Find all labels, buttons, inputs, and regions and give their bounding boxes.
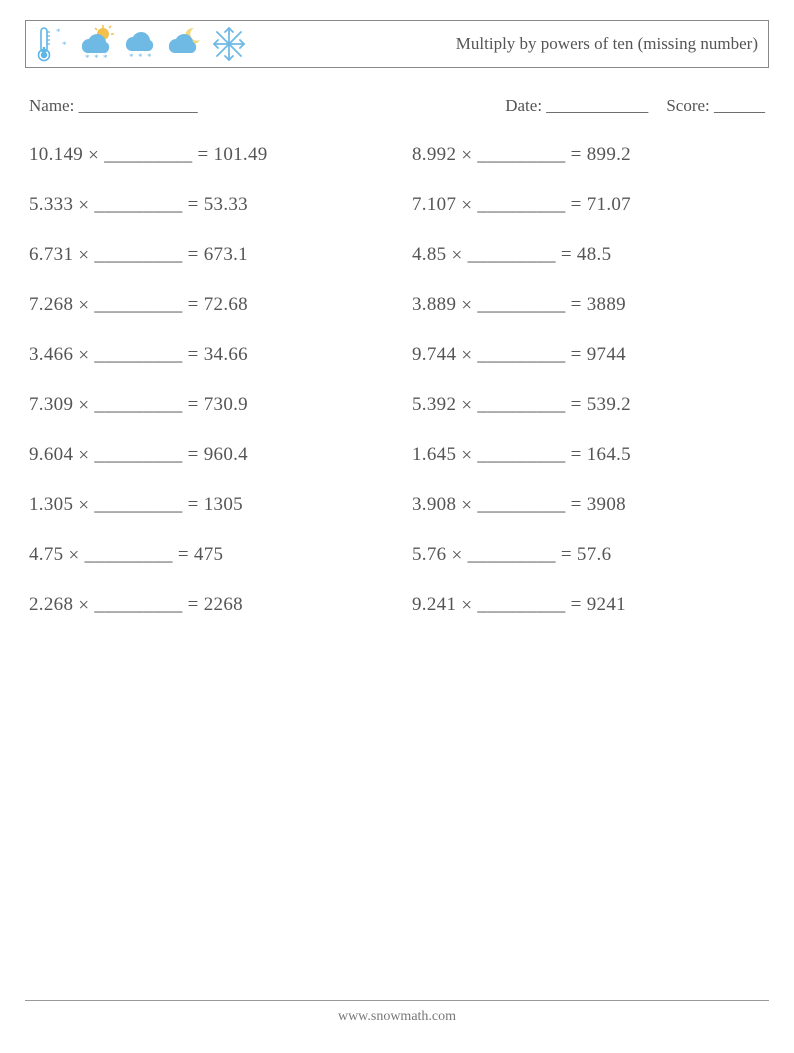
thermometer-icon: * * xyxy=(32,24,74,64)
svg-text:*: * xyxy=(129,52,134,62)
svg-text:*: * xyxy=(85,53,90,63)
problem: 9.744 × _________ = 9744 xyxy=(412,344,765,366)
problem: 5.333 × _________ = 53.33 xyxy=(29,194,382,216)
problem: 7.309 × _________ = 730.9 xyxy=(29,394,382,416)
sun-cloud-snow-icon: * * * xyxy=(76,24,118,64)
problem: 1.645 × _________ = 164.5 xyxy=(412,444,765,466)
problem: 5.392 × _________ = 539.2 xyxy=(412,394,765,416)
problem: 7.268 × _________ = 72.68 xyxy=(29,294,382,316)
cloud-snow-icon: * * * xyxy=(120,24,162,64)
problem: 8.992 × _________ = 899.2 xyxy=(412,144,765,166)
problem: 3.466 × _________ = 34.66 xyxy=(29,344,382,366)
problem: 9.241 × _________ = 9241 xyxy=(412,594,765,616)
problem: 3.889 × _________ = 3889 xyxy=(412,294,765,316)
problem: 4.75 × _________ = 475 xyxy=(29,544,382,566)
weather-icon-strip: * * * * * * * xyxy=(32,24,250,64)
problem: 4.85 × _________ = 48.5 xyxy=(412,244,765,266)
footer: www.snowmath.com xyxy=(0,1000,794,1025)
problem: 9.604 × _________ = 960.4 xyxy=(29,444,382,466)
moon-cloud-icon xyxy=(164,24,206,64)
problem: 7.107 × _________ = 71.07 xyxy=(412,194,765,216)
problem: 5.76 × _________ = 57.6 xyxy=(412,544,765,566)
problems-grid: 10.149 × _________ = 101.49 8.992 × ____… xyxy=(25,144,769,616)
svg-text:*: * xyxy=(62,40,67,50)
date-label: Date: ____________ xyxy=(505,96,648,116)
name-label: Name: ______________ xyxy=(29,96,198,116)
footer-url: www.snowmath.com xyxy=(0,1009,794,1025)
svg-text:*: * xyxy=(147,52,152,62)
footer-divider xyxy=(25,1000,769,1001)
score-label: Score: ______ xyxy=(666,96,765,116)
svg-text:*: * xyxy=(56,27,61,37)
svg-text:*: * xyxy=(103,53,108,63)
meta-row: Name: ______________ Date: ____________ … xyxy=(25,96,769,116)
worksheet-title: Multiply by powers of ten (missing numbe… xyxy=(456,34,758,54)
svg-text:*: * xyxy=(138,52,143,62)
problem: 6.731 × _________ = 673.1 xyxy=(29,244,382,266)
problem: 3.908 × _________ = 3908 xyxy=(412,494,765,516)
problem: 1.305 × _________ = 1305 xyxy=(29,494,382,516)
snowflake-icon xyxy=(208,24,250,64)
problem: 10.149 × _________ = 101.49 xyxy=(29,144,382,166)
svg-text:*: * xyxy=(94,53,99,63)
problem: 2.268 × _________ = 2268 xyxy=(29,594,382,616)
header-box: * * * * * * * xyxy=(25,20,769,68)
